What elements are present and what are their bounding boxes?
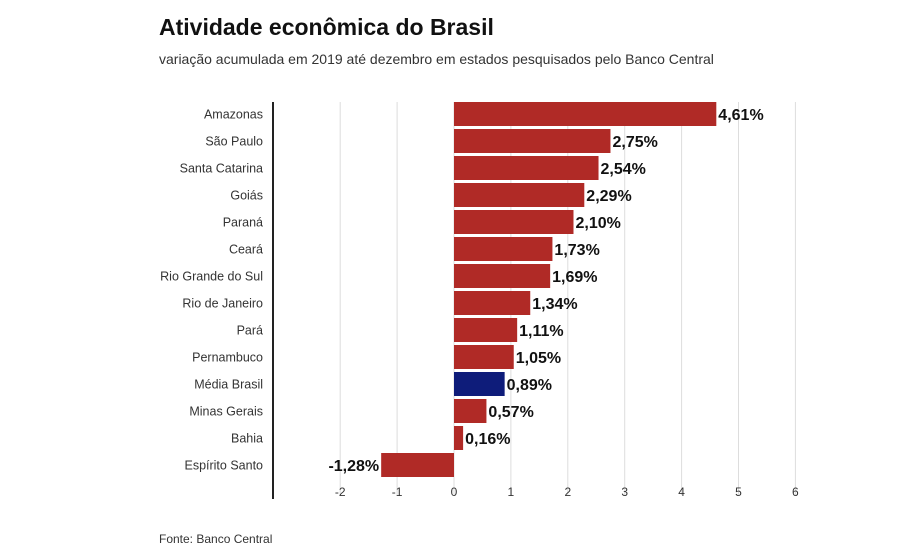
category-label: Santa Catarina [180,162,263,176]
category-label: Espírito Santo [184,459,263,473]
bar [454,237,553,261]
bar [454,210,574,234]
x-tick-label: 4 [678,485,685,499]
data-label: 2,54% [601,161,646,178]
bar [454,183,585,207]
bar [454,399,487,423]
x-tick-label: -2 [335,485,346,499]
data-label: 4,61% [718,107,763,124]
chart-title: Atividade econômica do Brasil [159,14,494,40]
category-label: Amazonas [204,108,263,122]
x-tick-label: 3 [621,485,628,499]
bar [454,156,599,180]
bar [454,129,611,153]
data-label: 1,69% [552,269,597,286]
data-label: -1,28% [328,458,379,475]
data-label: 1,34% [532,296,577,313]
data-label: 0,57% [488,404,533,421]
category-label: Ceará [229,243,263,257]
x-tick-label: 6 [792,485,799,499]
source-note: Fonte: Banco Central [159,532,273,546]
category-label: Pará [237,324,263,338]
x-tick-label: 1 [508,485,515,499]
bar [381,453,454,477]
category-label: Bahia [231,432,263,446]
bar [454,264,551,288]
data-label: 0,16% [465,431,510,448]
data-label: 1,73% [554,242,599,259]
data-label: 2,29% [586,188,631,205]
data-label: 1,05% [516,350,561,367]
category-label: Média Brasil [194,378,263,392]
bar [454,372,505,396]
bar [454,426,464,450]
category-label: Rio de Janeiro [182,297,263,311]
category-label: São Paulo [205,135,263,149]
bar [454,102,717,126]
category-label: Rio Grande do Sul [160,270,263,284]
x-tick-label: 0 [451,485,458,499]
x-tick-label: 2 [564,485,571,499]
category-label: Pernambuco [192,351,263,365]
bar [454,318,518,342]
x-tick-label: -1 [392,485,403,499]
category-label: Minas Gerais [189,405,263,419]
bar [454,345,514,369]
data-label: 2,10% [575,215,620,232]
data-label: 2,75% [612,134,657,151]
data-label: 0,89% [507,377,552,394]
x-tick-label: 5 [735,485,742,499]
bar-chart: Amazonas 4,61% São Paulo 2,75% Santa Catarin… [160,102,799,499]
category-label: Goiás [230,189,263,203]
data-label: 1,11% [519,323,563,340]
bar [454,291,531,315]
chart-subtitle: variação acumulada em 2019 até dezembro … [159,51,714,67]
category-label: Paraná [223,216,263,230]
